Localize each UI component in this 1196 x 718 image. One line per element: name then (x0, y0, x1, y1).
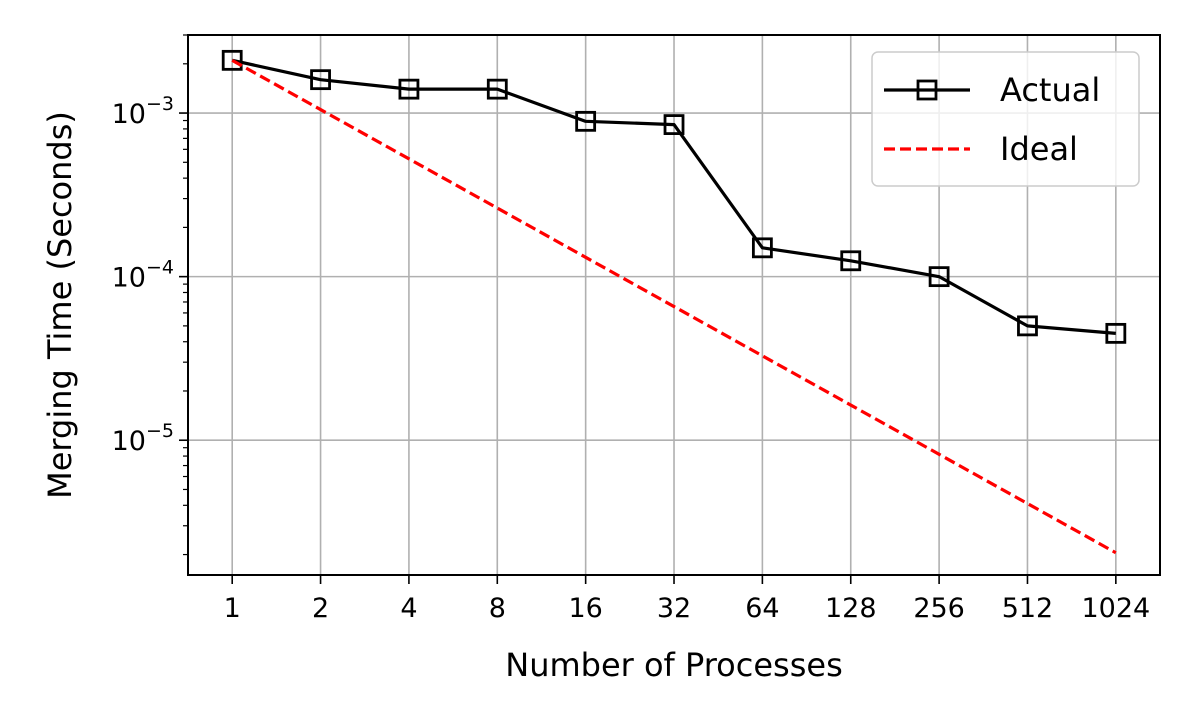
x-tick-label: 4 (400, 593, 417, 624)
legend-marker-actual (916, 79, 938, 101)
data-point-actual (1105, 322, 1127, 344)
x-tick-label: 2 (312, 593, 329, 624)
x-tick-label: 16 (568, 593, 602, 624)
data-point-actual (751, 237, 773, 259)
data-point-actual (575, 110, 597, 132)
y-tick-label: 10−5 (112, 420, 174, 457)
data-point-actual (663, 114, 685, 135)
legend-box (871, 51, 1140, 187)
series-layer (221, 49, 1127, 555)
series-line-ideal (231, 58, 1117, 555)
legend-label-actual: Actual (1000, 71, 1100, 109)
data-point-actual (486, 78, 508, 100)
legend: Actual Ideal (871, 51, 1140, 187)
x-tick-label: 1 (224, 593, 241, 624)
x-tick-label: 32 (657, 593, 691, 624)
x-tick-label: 8 (489, 593, 506, 624)
x-tick-label: 256 (913, 593, 965, 624)
y-tick-label: 10−3 (112, 93, 174, 130)
data-point-actual (840, 250, 862, 272)
x-tick-label: 1024 (1081, 593, 1150, 624)
axis-layer: 1 2 4 8 16 32 64 128 256 512 1024 10−5 10−4 10−3 (112, 34, 1150, 624)
data-point-actual (928, 266, 950, 288)
data-point-actual (398, 78, 420, 100)
data-point-actual (221, 49, 243, 71)
data-point-actual (310, 69, 331, 91)
x-axis-label: Number of Processes (505, 646, 842, 684)
x-tick-label: 128 (825, 593, 877, 624)
data-point-actual (1017, 315, 1038, 337)
series-line-actual (231, 58, 1116, 335)
y-axis-label: Merging Time (Seconds) (41, 111, 79, 499)
legend-label-ideal: Ideal (1000, 130, 1078, 168)
y-tick-label: 10−4 (112, 257, 174, 294)
x-tick-label: 64 (745, 593, 779, 624)
x-tick-label: 512 (1002, 593, 1054, 624)
